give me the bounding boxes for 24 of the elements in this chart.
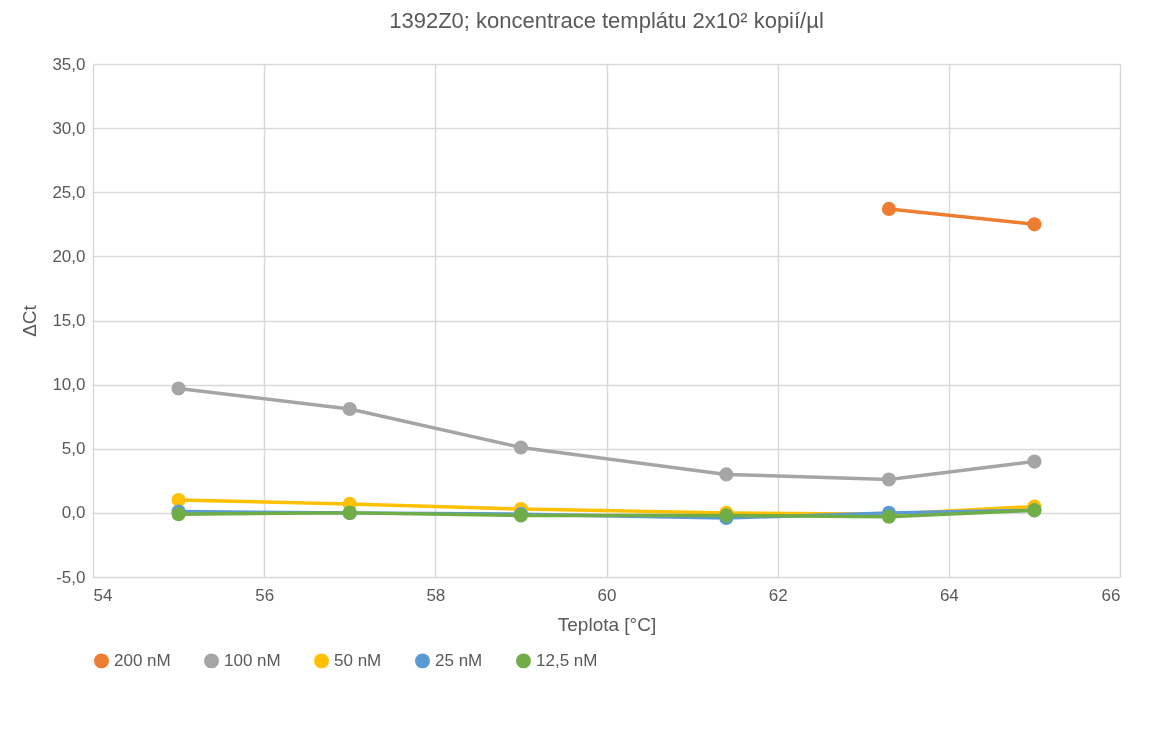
x-tick-label: 62 xyxy=(768,585,788,605)
x-tick-label: 60 xyxy=(597,585,617,605)
legend-label: 50 nM xyxy=(334,650,382,670)
x-tick-label: 64 xyxy=(939,585,959,605)
y-tick-label: 30,0 xyxy=(52,118,86,138)
y-tick-label: 15,0 xyxy=(52,311,86,330)
y-axis-title: ΔCt xyxy=(19,304,41,337)
x-tick-label: 58 xyxy=(426,585,446,605)
legend-label: 100 nM xyxy=(224,650,281,670)
legend-label: 25 nM xyxy=(435,650,483,670)
chart-title: 1392Z0; koncentrace templátu 2x10² kopií/µl xyxy=(389,8,824,33)
y-tick-label: 0,0 xyxy=(61,503,86,523)
x-tick-label: 54 xyxy=(93,585,113,605)
y-tick-label: 5,0 xyxy=(61,439,86,459)
y-tick-label: 10,0 xyxy=(52,375,86,395)
y-tick-label: 35,0 xyxy=(52,54,86,74)
y-tick-label: 20,0 xyxy=(52,246,86,266)
y-tick-label: 25,0 xyxy=(52,182,86,202)
x-tick-label: 66 xyxy=(1101,585,1121,605)
legend-label: 200 nM xyxy=(114,650,171,670)
legend-label: 12,5 nM xyxy=(536,650,598,670)
y-tick-label: -5,0 xyxy=(56,567,86,587)
x-tick-label: 56 xyxy=(255,585,275,605)
x-axis-title: Teplota [°C] xyxy=(557,613,657,635)
